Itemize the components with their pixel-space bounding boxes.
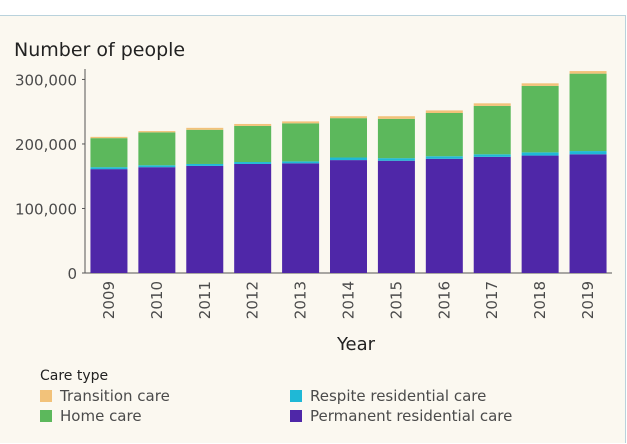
bar-transition-care-2018 bbox=[521, 83, 559, 86]
bar-home-care-2012 bbox=[234, 125, 272, 163]
bar-respite-residential-care-2010 bbox=[138, 165, 176, 168]
bar-home-care-2014 bbox=[330, 118, 367, 158]
bar-permanent-residential-care-2014 bbox=[330, 160, 367, 273]
legend-title: Care type bbox=[40, 368, 109, 384]
x-tick-label: 2013 bbox=[292, 281, 310, 319]
bar-respite-residential-care-2015 bbox=[377, 158, 415, 161]
legend-label: Permanent residential care bbox=[310, 407, 513, 425]
legend-swatch bbox=[290, 390, 302, 402]
x-tick-label: 2017 bbox=[483, 281, 501, 319]
bar-respite-residential-care-2018 bbox=[521, 152, 559, 156]
legend-item: Transition care bbox=[40, 387, 290, 405]
legend-label: Home care bbox=[60, 407, 142, 425]
bar-transition-care-2019 bbox=[569, 71, 607, 74]
chart-panel: Number of people 0 100,000 200,000 300,000 2… bbox=[0, 15, 626, 443]
bar-home-care-2015 bbox=[377, 118, 415, 159]
bar-permanent-residential-care-2013 bbox=[282, 163, 320, 273]
x-axis-label: Year bbox=[336, 334, 376, 355]
x-tick-label: 2019 bbox=[579, 281, 597, 319]
bar-permanent-residential-care-2019 bbox=[569, 154, 607, 273]
bar-respite-residential-care-2017 bbox=[473, 154, 511, 157]
bar-home-care-2010 bbox=[138, 132, 176, 166]
bar-home-care-2019 bbox=[569, 73, 607, 152]
stacked-bar-chart: Number of people 0 100,000 200,000 300,000 2… bbox=[14, 39, 612, 355]
bar-permanent-residential-care-2018 bbox=[521, 155, 559, 273]
bar-transition-care-2015 bbox=[377, 116, 415, 119]
bar-transition-care-2014 bbox=[330, 116, 367, 119]
x-tick-label: 2018 bbox=[531, 281, 549, 319]
x-tick-label: 2009 bbox=[100, 281, 118, 319]
x-tick-label: 2010 bbox=[148, 281, 166, 319]
y-tick-label: 300,000 bbox=[15, 71, 77, 89]
y-tick-label: 100,000 bbox=[15, 200, 77, 218]
bar-transition-care-2009 bbox=[90, 136, 128, 139]
bar-transition-care-2011 bbox=[186, 127, 224, 130]
bar-permanent-residential-care-2015 bbox=[377, 160, 415, 273]
bar-permanent-residential-care-2011 bbox=[186, 165, 224, 273]
legend-label: Respite residential care bbox=[310, 387, 487, 405]
chart-title: Number of people bbox=[14, 39, 185, 61]
axes: 0 100,000 200,000 300,000 2009 2010 2011 2012 20… bbox=[15, 69, 612, 319]
bar-transition-care-2017 bbox=[473, 103, 511, 106]
legend-item: Home care bbox=[40, 407, 290, 425]
bars bbox=[90, 71, 607, 273]
x-tick-label: 2016 bbox=[435, 281, 453, 319]
bar-transition-care-2012 bbox=[234, 123, 272, 126]
bar-respite-residential-care-2019 bbox=[569, 151, 607, 155]
legend-items: Transition care Respite residential care H… bbox=[40, 387, 600, 425]
bar-transition-care-2013 bbox=[282, 121, 320, 124]
legend-swatch bbox=[290, 410, 302, 422]
bar-home-care-2016 bbox=[425, 113, 463, 157]
bar-permanent-residential-care-2017 bbox=[473, 156, 511, 273]
bar-respite-residential-care-2014 bbox=[330, 157, 367, 161]
legend-label: Transition care bbox=[60, 387, 170, 405]
bar-permanent-residential-care-2010 bbox=[138, 167, 176, 273]
bar-home-care-2017 bbox=[473, 105, 511, 155]
x-tick-label: 2015 bbox=[387, 281, 405, 319]
bar-respite-residential-care-2012 bbox=[234, 162, 272, 164]
bar-home-care-2009 bbox=[90, 138, 128, 168]
bar-permanent-residential-care-2012 bbox=[234, 163, 272, 273]
bar-home-care-2011 bbox=[186, 129, 224, 164]
legend: Care type Transition care Respite residen… bbox=[40, 368, 600, 425]
bar-respite-residential-care-2016 bbox=[425, 156, 463, 159]
legend-item: Permanent residential care bbox=[290, 407, 540, 425]
bar-home-care-2018 bbox=[521, 85, 559, 153]
legend-swatch bbox=[40, 390, 52, 402]
bar-respite-residential-care-2011 bbox=[186, 163, 224, 166]
bar-transition-care-2010 bbox=[138, 131, 176, 133]
y-tick-label: 0 bbox=[67, 265, 77, 283]
bar-home-care-2013 bbox=[282, 123, 320, 162]
bar-permanent-residential-care-2009 bbox=[90, 169, 128, 273]
legend-swatch bbox=[40, 410, 52, 422]
y-tick-label: 200,000 bbox=[15, 136, 77, 154]
x-tick-label: 2011 bbox=[196, 281, 214, 319]
x-tick-label: 2012 bbox=[244, 281, 262, 319]
bar-permanent-residential-care-2016 bbox=[425, 158, 463, 273]
legend-item: Respite residential care bbox=[290, 387, 540, 405]
bar-respite-residential-care-2009 bbox=[90, 167, 128, 170]
x-tick-label: 2014 bbox=[340, 281, 358, 319]
bar-respite-residential-care-2013 bbox=[282, 161, 320, 164]
bar-transition-care-2016 bbox=[425, 110, 463, 113]
